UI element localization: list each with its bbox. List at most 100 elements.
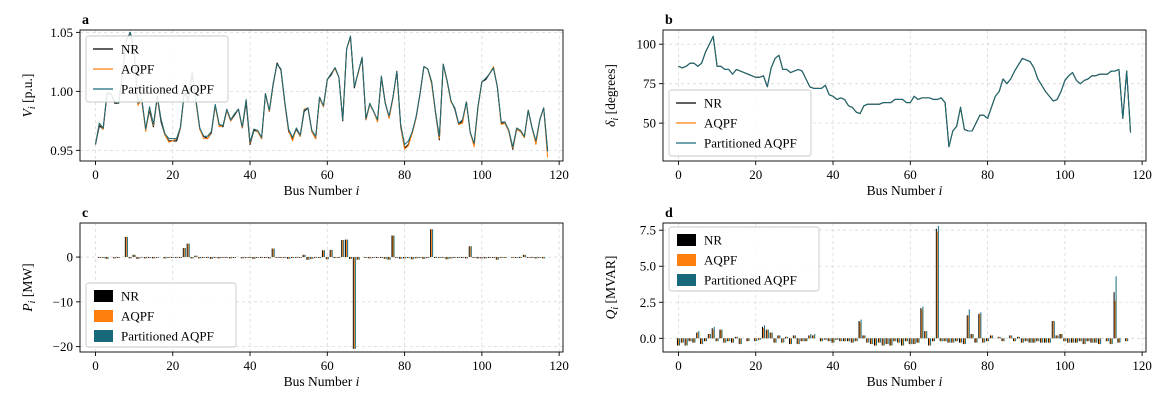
bar-aqpf bbox=[1014, 338, 1016, 342]
bar-partitioned bbox=[486, 257, 488, 259]
bar-aqpf bbox=[543, 257, 545, 259]
bar-nr bbox=[198, 257, 200, 259]
y-axis-label: δi [degrees] bbox=[603, 64, 621, 127]
bar-partitioned bbox=[389, 257, 391, 260]
bar-aqpf bbox=[963, 338, 965, 345]
bar-partitioned bbox=[447, 257, 449, 260]
bar-partitioned bbox=[200, 257, 202, 259]
bar-aqpf bbox=[824, 338, 826, 340]
bar-aqpf bbox=[1045, 338, 1047, 343]
bar-partitioned bbox=[169, 257, 171, 258]
bar-nr bbox=[835, 338, 837, 340]
x-tick-label: 80 bbox=[981, 358, 994, 373]
bar-partitioned bbox=[845, 338, 847, 342]
bar-aqpf bbox=[770, 332, 772, 339]
bar-nr bbox=[1047, 338, 1049, 343]
bar-partitioned bbox=[250, 257, 252, 258]
bar-aqpf bbox=[778, 335, 780, 339]
bar-partitioned bbox=[192, 257, 194, 259]
bar-partitioned bbox=[439, 257, 441, 258]
bar-nr bbox=[433, 257, 435, 258]
bar-aqpf bbox=[349, 257, 351, 259]
bar-nr bbox=[453, 257, 455, 258]
bar-partitioned bbox=[1015, 338, 1017, 342]
bar-nr bbox=[406, 257, 408, 258]
x-tick-label: 100 bbox=[1055, 358, 1075, 373]
bar-partitioned bbox=[717, 338, 719, 342]
bar-aqpf bbox=[929, 338, 931, 346]
bar-aqpf bbox=[1002, 338, 1004, 342]
y-tick-label: 5.0 bbox=[640, 259, 656, 274]
bar-nr bbox=[468, 246, 470, 258]
bar-aqpf bbox=[936, 231, 938, 339]
bar-nr bbox=[1028, 338, 1030, 343]
legend-label: Partitioned AQPF bbox=[121, 329, 214, 344]
bar-aqpf bbox=[755, 338, 757, 342]
legend-label: NR bbox=[121, 42, 139, 57]
legend-swatch-partitioned bbox=[94, 330, 113, 342]
bar-partitioned bbox=[521, 257, 522, 258]
x-tick-label: 20 bbox=[166, 358, 179, 373]
bar-aqpf bbox=[102, 257, 104, 258]
bar-aqpf bbox=[118, 257, 120, 258]
bar-partitioned bbox=[1011, 335, 1013, 339]
bar-partitioned bbox=[945, 338, 947, 342]
bar-aqpf bbox=[894, 338, 896, 342]
axes-frame bbox=[79, 222, 564, 353]
bar-aqpf bbox=[334, 257, 336, 258]
bar-nr bbox=[962, 338, 964, 345]
bar-partitioned bbox=[1069, 338, 1071, 343]
bar-nr bbox=[287, 257, 289, 259]
bar-aqpf bbox=[434, 257, 436, 258]
legend-label: AQPF bbox=[121, 309, 154, 324]
bar-nr bbox=[318, 257, 320, 258]
bar-partitioned bbox=[984, 338, 986, 343]
bar-nr bbox=[1098, 338, 1100, 345]
bar-partitioned bbox=[791, 338, 793, 345]
bar-nr bbox=[225, 257, 227, 258]
bar-nr bbox=[804, 338, 806, 342]
bar-partitioned bbox=[99, 257, 101, 258]
bar-partitioned bbox=[150, 257, 152, 258]
bar-aqpf bbox=[125, 236, 127, 258]
bar-nr bbox=[846, 338, 848, 342]
x-tick-label: 20 bbox=[166, 167, 179, 182]
bar-partitioned bbox=[1057, 335, 1059, 339]
bar-partitioned bbox=[1049, 338, 1051, 343]
legend-label: AQPF bbox=[704, 116, 737, 131]
legend-label: NR bbox=[121, 289, 139, 304]
bar-partitioned bbox=[864, 335, 866, 339]
bar-nr bbox=[989, 335, 991, 339]
bar-nr bbox=[827, 338, 829, 342]
bar-nr bbox=[688, 338, 690, 342]
bar-nr bbox=[464, 257, 466, 259]
bar-nr bbox=[294, 257, 296, 258]
bar-partitioned bbox=[219, 257, 221, 259]
bar-partitioned bbox=[895, 338, 897, 342]
bar-nr bbox=[1063, 338, 1065, 342]
bar-nr bbox=[877, 338, 879, 343]
bar-aqpf bbox=[411, 257, 413, 260]
bar-nr bbox=[542, 257, 544, 259]
bar-aqpf bbox=[724, 338, 726, 343]
legend: NR AQPF Partitioned AQPF bbox=[85, 282, 237, 348]
bar-aqpf bbox=[133, 254, 135, 258]
panel-letter: a bbox=[82, 13, 89, 28]
bar-partitioned bbox=[142, 257, 144, 258]
bar-nr bbox=[1009, 335, 1011, 339]
y-tick-label: 0.0 bbox=[640, 331, 656, 346]
bar-aqpf bbox=[380, 257, 382, 258]
bar-nr bbox=[217, 257, 219, 259]
bar-partitioned bbox=[401, 257, 403, 259]
bar-partitioned bbox=[416, 257, 418, 259]
bar-nr bbox=[206, 257, 208, 258]
bar-nr bbox=[252, 257, 254, 259]
bar-nr bbox=[240, 257, 242, 259]
bar-nr bbox=[267, 257, 269, 259]
bar-nr bbox=[947, 338, 949, 343]
bar-aqpf bbox=[863, 335, 865, 339]
bar-nr bbox=[472, 257, 474, 258]
bar-aqpf bbox=[261, 257, 263, 258]
bar-aqpf bbox=[902, 338, 904, 346]
bar-aqpf bbox=[786, 336, 788, 339]
